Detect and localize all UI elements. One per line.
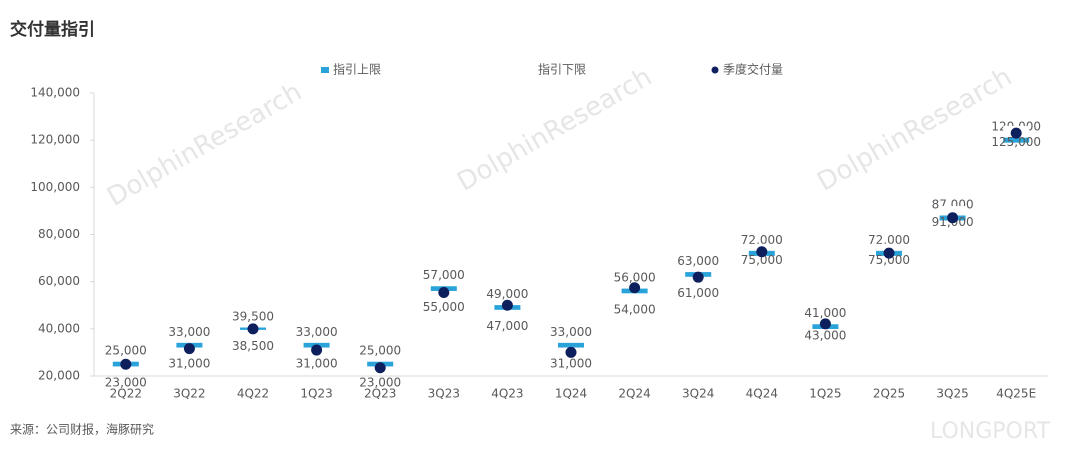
data-label: 63,000 [677, 254, 719, 268]
guidance-mark [621, 293, 648, 299]
x-tick-label: 4Q22 [237, 387, 269, 401]
delivery-dot [692, 271, 704, 283]
data-label: 41,000 [804, 306, 846, 320]
data-label: 61,000 [677, 286, 719, 300]
y-tick-label: 20,000 [38, 369, 80, 383]
delivery-dot [565, 346, 577, 358]
data-label: 25,000 [105, 344, 147, 358]
legend-marker [711, 66, 719, 74]
watermark: LONGPORT [930, 419, 1051, 444]
x-tick-label: 1Q25 [809, 387, 841, 401]
y-tick-label: 140,000 [30, 86, 80, 100]
watermark: DolphinResearch [452, 62, 657, 198]
delivery-dot [120, 358, 132, 370]
data-label: 72,000 [868, 233, 910, 247]
delivery-dot [501, 299, 513, 311]
delivery-dot [947, 212, 959, 224]
legend-label: 指引上限 [333, 62, 381, 77]
data-label: 55,000 [423, 300, 465, 314]
chart-title: 交付量指引 [10, 19, 95, 40]
legend-label: 季度交付量 [723, 62, 783, 77]
data-label: 43,000 [804, 328, 846, 342]
source: 来源：公司财报，海豚研究 [10, 422, 154, 437]
y-tick-label: 60,000 [38, 274, 80, 288]
data-label: 54,000 [614, 302, 656, 316]
data-label: 75,000 [741, 253, 783, 267]
data-label: 57,000 [423, 268, 465, 282]
data-label: 31,000 [168, 357, 210, 371]
x-tick-label: 2Q23 [364, 387, 396, 401]
y-tick-label: 80,000 [38, 227, 80, 241]
guidance-mark [939, 206, 966, 212]
guidance-mark [558, 342, 584, 348]
delivery-dot [819, 318, 831, 330]
data-label: 23,000 [359, 375, 401, 389]
data-label: 125,000 [991, 135, 1041, 149]
legend-marker [526, 67, 534, 73]
guidance-mark [494, 309, 521, 315]
x-tick-label: 4Q23 [491, 387, 523, 401]
data-label: 38,500 [232, 339, 274, 353]
x-tick-label: 4Q24 [746, 387, 778, 401]
legend-label: 指引下限 [538, 62, 586, 77]
data-label: 33,000 [550, 325, 592, 339]
data-label: 56,000 [614, 271, 656, 285]
watermark: DolphinResearch [102, 77, 307, 213]
data-label: 75,000 [868, 253, 910, 267]
delivery-dot [311, 344, 323, 356]
data-label: 25,000 [359, 344, 401, 358]
legend-marker [321, 67, 329, 73]
data-label: 33,000 [168, 325, 210, 339]
x-tick-label: 3Q23 [428, 387, 460, 401]
data-label: 49,000 [486, 287, 528, 301]
data-label: 72,000 [741, 233, 783, 247]
x-tick-label: 3Q22 [173, 387, 205, 401]
delivery-dot [438, 287, 450, 299]
data-label: 31,000 [550, 357, 592, 371]
data-label: 33,000 [296, 325, 338, 339]
watermark: DolphinResearch [812, 62, 1017, 198]
data-label: 39,500 [232, 310, 274, 324]
y-tick-label: 40,000 [38, 321, 80, 335]
delivery-dot [883, 247, 895, 259]
x-tick-label: 2Q22 [110, 387, 142, 401]
x-tick-label: 4Q25E [996, 387, 1036, 401]
data-label: 23,000 [105, 375, 147, 389]
x-tick-label: 1Q23 [300, 387, 332, 401]
delivery-dot [183, 343, 195, 355]
x-tick-label: 2Q25 [873, 387, 905, 401]
x-tick-label: 1Q24 [555, 387, 587, 401]
delivery-dot [1010, 127, 1022, 139]
data-label: 31,000 [296, 357, 338, 371]
x-tick-label: 3Q24 [682, 387, 714, 401]
data-label: 47,000 [486, 319, 528, 333]
guidance-mark [1003, 137, 1030, 143]
guidance-mark [876, 243, 902, 249]
delivery-dot [629, 282, 641, 294]
delivery-dot [756, 246, 768, 258]
delivery-dot [247, 323, 259, 335]
y-tick-label: 120,000 [30, 133, 80, 147]
x-tick-label: 2Q24 [618, 387, 650, 401]
delivery-dot [374, 362, 386, 374]
x-tick-label: 3Q25 [936, 387, 968, 401]
y-tick-label: 100,000 [30, 180, 80, 194]
